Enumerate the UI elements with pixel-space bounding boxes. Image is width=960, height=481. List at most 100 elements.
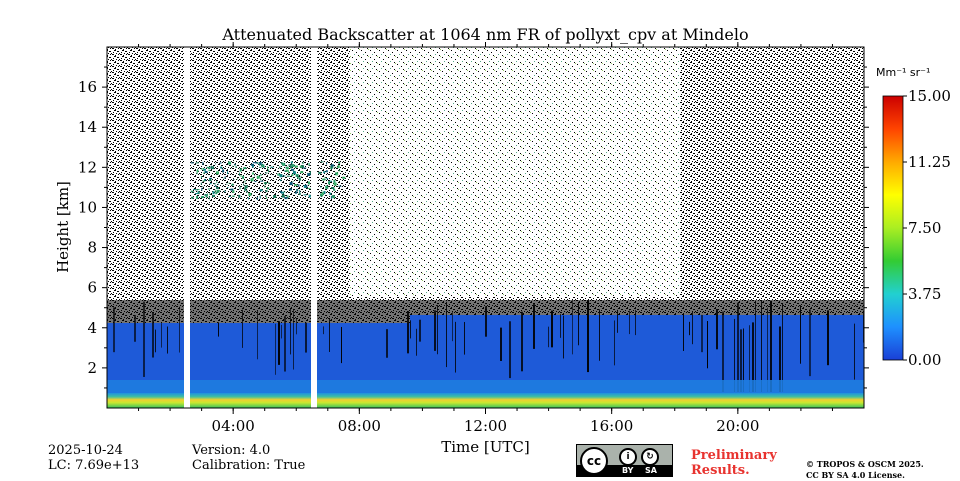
aerosol-speckle bbox=[200, 182, 202, 185]
aerosol-speckle bbox=[298, 192, 301, 195]
aerosol-speckle bbox=[265, 172, 268, 174]
aerosol-speckle bbox=[259, 162, 261, 166]
dark-streak bbox=[296, 318, 297, 335]
aerosol-speckle bbox=[335, 172, 339, 176]
dark-streak bbox=[407, 311, 409, 354]
dark-streak bbox=[329, 318, 330, 352]
aerosol-speckle bbox=[232, 189, 235, 193]
aerosol-speckle bbox=[296, 189, 298, 193]
copyright-line: © TROPOS & OSCM 2025. bbox=[806, 459, 924, 469]
boundary-dark-streaks bbox=[113, 300, 864, 392]
aerosol-speckle bbox=[331, 186, 335, 189]
aerosol-speckle bbox=[242, 175, 245, 179]
aerosol-speckle bbox=[322, 192, 325, 194]
aerosol-speckle bbox=[301, 165, 305, 169]
aerosol-speckle bbox=[288, 170, 290, 174]
colorbar-ticks: 15.00 11.25 7.50 3.75 0.00 bbox=[903, 87, 951, 369]
dark-streak bbox=[305, 322, 307, 353]
aerosol-speckle bbox=[210, 166, 212, 169]
dark-streak bbox=[752, 322, 754, 392]
cc-license-badge: cc i ↻ BY SA bbox=[576, 444, 673, 477]
aerosol-speckle bbox=[191, 196, 194, 199]
y-tick-label: 4 bbox=[87, 319, 97, 337]
aerosol-speckle bbox=[329, 180, 333, 182]
aerosol-speckle bbox=[243, 167, 247, 170]
aerosol-speckle bbox=[299, 189, 301, 193]
aerosol-speckle bbox=[298, 177, 300, 179]
aerosol-speckle bbox=[326, 178, 329, 180]
dark-streak bbox=[509, 321, 511, 379]
x-tick-label: 12:00 bbox=[464, 417, 507, 435]
colorbar-tick-label: 3.75 bbox=[908, 285, 941, 303]
aerosol-speckle bbox=[209, 179, 211, 181]
aerosol-speckle bbox=[260, 180, 264, 182]
boundary-layer-top bbox=[410, 315, 864, 325]
aerosol-speckle bbox=[251, 172, 254, 175]
dark-streak bbox=[464, 321, 465, 355]
x-tick-label: 16:00 bbox=[590, 417, 633, 435]
aerosol-speckle bbox=[216, 171, 220, 175]
aerosol-speckle bbox=[330, 165, 334, 169]
dark-streak bbox=[416, 328, 417, 356]
aerosol-speckle bbox=[285, 166, 289, 169]
aerosol-speckle bbox=[228, 182, 230, 184]
dark-streak bbox=[410, 320, 411, 339]
cc-by-icon: i bbox=[619, 448, 637, 466]
aerosol-speckle bbox=[287, 195, 289, 198]
dark-streak bbox=[782, 303, 783, 392]
aerosol-speckle bbox=[200, 175, 202, 178]
dark-streak bbox=[578, 302, 579, 346]
aerosol-speckle bbox=[234, 163, 236, 166]
aerosol-speckle bbox=[303, 184, 306, 188]
aerosol-speckle bbox=[203, 172, 205, 175]
dark-streak bbox=[113, 307, 115, 353]
aerosol-speckle bbox=[211, 166, 213, 168]
aerosol-speckle bbox=[216, 186, 220, 189]
aerosol-speckle bbox=[244, 185, 248, 189]
aerosol-speckle bbox=[206, 166, 210, 168]
aerosol-speckle bbox=[216, 181, 218, 184]
dark-streak bbox=[500, 327, 502, 361]
colorbar-label: Mm⁻¹ sr⁻¹ bbox=[876, 66, 930, 79]
dark-streak bbox=[218, 322, 219, 337]
aerosol-speckle bbox=[294, 165, 298, 168]
aerosol-speckle bbox=[239, 186, 241, 190]
data-gap-2 bbox=[311, 47, 317, 408]
aerosol-speckle bbox=[231, 183, 234, 186]
aerosol-speckle bbox=[331, 195, 335, 199]
aerosol-speckle bbox=[197, 191, 199, 194]
aerosol-speckle bbox=[227, 186, 229, 188]
aerosol-speckle bbox=[330, 195, 332, 199]
dark-streak bbox=[755, 300, 756, 392]
aerosol-speckle bbox=[342, 176, 346, 179]
near-surface-layer bbox=[107, 380, 864, 395]
aerosol-speckle bbox=[228, 195, 231, 197]
aerosol-speckle bbox=[204, 194, 207, 197]
aerosol-speckle bbox=[292, 180, 294, 182]
aerosol-speckle bbox=[297, 174, 299, 178]
dark-streak bbox=[434, 310, 436, 351]
aerosol-speckle bbox=[202, 161, 204, 165]
dark-streak bbox=[635, 309, 636, 336]
aerosol-speckle bbox=[209, 177, 213, 179]
dark-streak bbox=[737, 302, 739, 392]
aerosol-speckle bbox=[238, 172, 240, 176]
aerosol-speckle bbox=[217, 183, 219, 185]
dark-streak bbox=[701, 314, 703, 353]
aerosol-speckle bbox=[195, 162, 199, 164]
colorbar-tick-label: 7.50 bbox=[908, 219, 941, 237]
license-text: © TROPOS & OSCM 2025. CC BY SA 4.0 Licen… bbox=[806, 459, 924, 481]
aerosol-speckle bbox=[288, 164, 291, 166]
aerosol-speckle bbox=[195, 189, 199, 191]
dark-streak bbox=[455, 321, 456, 373]
chart-title: Attenuated Backscatter at 1064 nm FR of … bbox=[222, 25, 749, 44]
aerosol-speckle bbox=[200, 168, 204, 170]
aerosol-speckle bbox=[286, 175, 290, 177]
aerosol-speckle bbox=[330, 168, 332, 170]
aerosol-speckle bbox=[190, 190, 193, 192]
elevated-layer bbox=[190, 161, 346, 201]
aerosol-speckle bbox=[295, 173, 299, 177]
aerosol-speckle bbox=[210, 165, 212, 167]
dark-streak bbox=[278, 321, 280, 365]
